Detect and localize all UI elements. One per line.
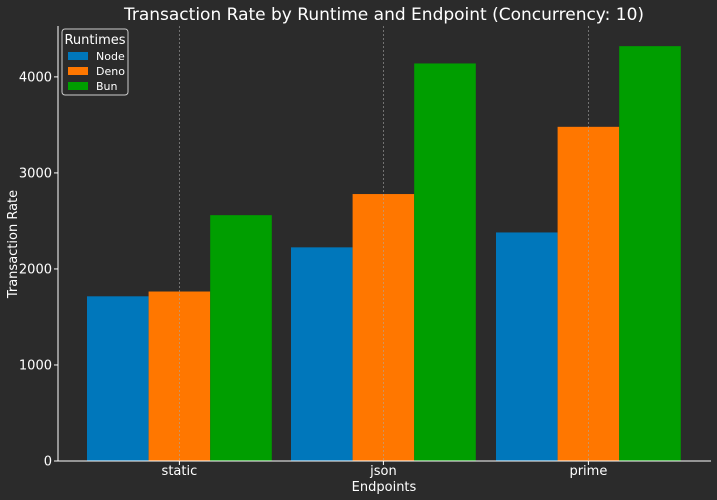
y-tick-label-1000: 1000 [19,358,52,373]
legend-items: Node Deno Bun [68,50,125,93]
x-tick-label-static: static [162,464,198,479]
y-tick-label-2000: 2000 [19,262,52,277]
x-tick-label-prime: prime [569,464,607,479]
y-tick-label-3000: 3000 [19,166,52,181]
legend-box [61,28,129,96]
axes [57,26,711,462]
legend-label-deno: Deno [96,65,125,78]
y-ticks: 0 1000 2000 3000 4000 [19,70,58,470]
bar-node-prime [496,232,558,461]
bar-node-json [291,247,353,461]
y-tick-label-4000: 4000 [19,70,52,85]
legend-label-node: Node [96,50,125,63]
grid-lines [178,26,589,461]
legend: Runtimes Node Deno Bun [61,28,129,96]
y-tick-label-0: 0 [44,455,52,470]
bar-node-static [87,296,149,461]
bar-bun-static [210,215,272,461]
legend-title: Runtimes [64,33,125,48]
legend-swatch-node [68,52,88,60]
x-tick-label-json: json [369,464,397,479]
bar-bun-json [414,63,476,462]
legend-swatch-deno [68,67,88,75]
y-axis-label: Transaction Rate [6,190,21,299]
bar-bun-prime [619,46,681,462]
x-ticks: static json prime [162,461,607,479]
x-axis-label: Endpoints [352,480,417,495]
legend-swatch-bun [68,82,88,90]
legend-label-bun: Bun [96,80,118,93]
chart-title: Transaction Rate by Runtime and Endpoint… [123,5,644,25]
bars-group [87,46,681,462]
